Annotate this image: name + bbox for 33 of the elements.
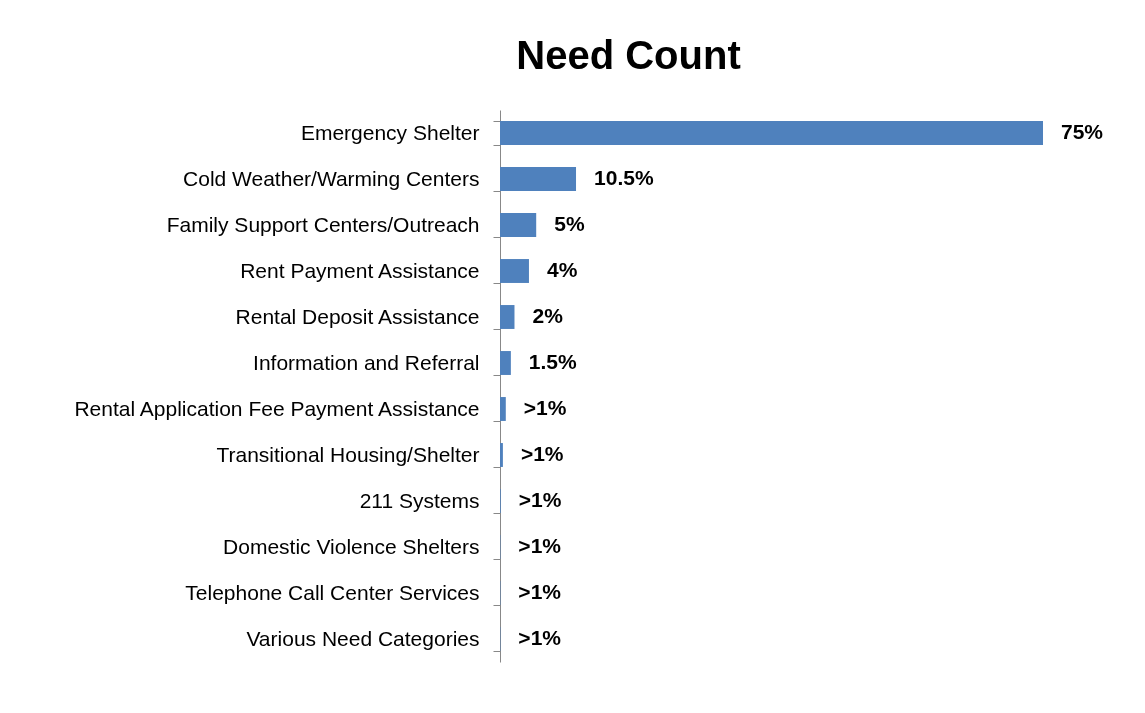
bar [500,351,511,375]
y-tick-label: Telephone Call Center Services [185,580,480,604]
y-tick-label: Domestic Violence Shelters [223,534,480,558]
bar [500,121,1043,145]
data-label: 5% [554,212,585,235]
data-label: >1% [518,534,562,557]
y-tick-label: Various Need Categories [246,626,480,650]
data-label: 2% [532,304,564,327]
data-label: 1.5% [528,350,578,373]
y-tick-label: Family Support Centers/Outreach [166,212,480,236]
data-label: >1% [518,626,562,649]
y-tick-label: Rent Payment Assistance [240,258,480,282]
chart-title: Need Count [516,33,741,77]
data-label: 10.5% [594,166,654,189]
y-tick-label: Information and Referral [253,350,480,374]
bar [500,443,503,467]
y-tick-label: Rental Application Fee Payment Assistance [74,396,480,420]
bar [500,213,537,237]
data-label: 75% [1061,120,1104,143]
bar [500,259,529,283]
bar [500,305,515,329]
data-label: >1% [520,442,564,465]
data-label: >1% [518,488,562,511]
data-label: >1% [518,580,562,603]
y-tick-label: 211 Systems [359,488,480,512]
bar [500,167,577,191]
y-tick-label: Transitional Housing/Shelter [216,442,480,466]
y-tick-label: Rental Deposit Assistance [235,304,480,328]
data-label: >1% [523,396,567,419]
y-tick-label: Cold Weather/Warming Centers [183,166,480,190]
data-label: 4% [546,258,578,281]
y-tick-label: Emergency Shelter [300,120,480,144]
bar [500,397,506,421]
